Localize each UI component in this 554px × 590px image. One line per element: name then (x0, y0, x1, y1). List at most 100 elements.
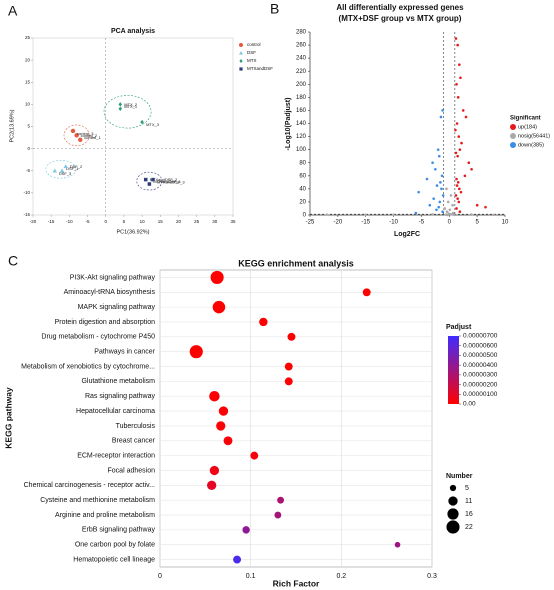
x-tick-label: 0.1 (246, 573, 256, 580)
legend-swatch (448, 496, 458, 506)
color-tick-label: 0.00000400 (463, 362, 498, 369)
bubble (284, 362, 293, 371)
point (455, 82, 458, 86)
legend-label: DSF (247, 50, 256, 55)
x-tick-label: 10 (502, 220, 509, 226)
point-label: control_3 (77, 131, 94, 136)
color-tick-label: 0.00000200 (463, 381, 498, 388)
point (449, 213, 452, 216)
bubble (250, 451, 259, 460)
bubble (394, 541, 401, 548)
point-label: MTX_1 (124, 104, 138, 109)
y-tick-label: 25 (25, 35, 31, 40)
point (470, 167, 473, 171)
legend-swatch (510, 133, 516, 139)
bubble (362, 288, 371, 297)
point (417, 190, 420, 194)
y-axis-label: -Log10(Padjust) (285, 98, 292, 151)
point (456, 181, 460, 184)
panel-label: A (8, 3, 18, 19)
y-tick-label: -5 (26, 168, 30, 173)
x-tick-label: -15 (48, 219, 55, 224)
point (436, 148, 440, 151)
y-tick-label: 200 (296, 82, 307, 88)
y-tick-label: Metabolism of xenobiotics by cytochrome.… (21, 363, 155, 370)
x-tick-label: 15 (158, 219, 164, 224)
x-tick-label: 5 (123, 219, 126, 224)
color-tick-label: 0.00000100 (463, 391, 498, 398)
bubble (209, 390, 220, 402)
point (461, 109, 465, 112)
x-tick-label: 25 (194, 219, 200, 224)
point (458, 148, 462, 151)
point (467, 161, 471, 165)
point (147, 182, 152, 186)
point (78, 137, 83, 142)
y-tick-label: Cysteine and methionine metabolism (40, 497, 155, 504)
legend-swatch (239, 51, 243, 55)
point (459, 76, 462, 80)
y-tick-label: 15 (25, 79, 31, 84)
point (441, 194, 445, 197)
point (456, 43, 459, 47)
point (437, 154, 441, 158)
point (438, 200, 442, 204)
chart-subtitle: (MTX+DSF group vs MTX group) (339, 14, 462, 23)
bubble (233, 555, 242, 564)
y-tick-label: Arginine and proline metabolism (55, 512, 155, 519)
chart-title: PCA analysis (111, 28, 155, 35)
point (63, 164, 68, 169)
point (455, 207, 458, 210)
point-label: DSF_3 (59, 171, 72, 176)
plot-frame (159, 269, 433, 568)
y-tick-label: One carbon pool by folate (75, 542, 155, 549)
y-tick-label: 240 (296, 56, 307, 62)
point (443, 207, 447, 210)
legend-label: down(385) (518, 142, 544, 148)
point (151, 177, 155, 182)
point (484, 205, 487, 209)
legend-label: 22 (465, 524, 473, 531)
point (460, 141, 463, 145)
point (432, 197, 435, 200)
y-tick-label: Tuberculosis (116, 423, 156, 430)
group-ellipse (136, 171, 163, 191)
point (431, 213, 434, 216)
group-ellipse (63, 124, 90, 147)
y-tick-label: MAPK signaling pathway (78, 304, 156, 311)
y-tick-label: 20 (299, 200, 306, 206)
point (435, 184, 439, 187)
point (118, 102, 123, 107)
point-label: MTX_2 (124, 102, 138, 107)
point (454, 128, 457, 132)
bubble (216, 421, 226, 431)
point (464, 115, 468, 119)
legend-title: Number (446, 473, 473, 480)
bubble (209, 465, 220, 476)
color-tick-label: 0.00000300 (463, 372, 498, 379)
legend-label: 16 (465, 511, 473, 518)
point (435, 208, 438, 212)
bubble (223, 436, 233, 446)
y-tick-label: 100 (296, 147, 307, 153)
point (455, 184, 459, 187)
point (414, 211, 418, 215)
y-tick-label: 10 (25, 102, 31, 107)
y-tick-label: -10 (23, 190, 30, 195)
point-label: DSF_1 (66, 166, 79, 171)
point (434, 167, 437, 171)
point (492, 213, 496, 217)
x-tick-label: -20 (30, 219, 37, 224)
legend-label: nosig(56441) (518, 133, 550, 139)
y-tick-label: 280 (296, 30, 307, 36)
point (439, 115, 443, 119)
point-label: MTXandDSF_3 (157, 180, 185, 185)
y-tick-label: 60 (299, 173, 306, 179)
chart-title: All differentially expressed genes (336, 3, 464, 12)
point (459, 190, 463, 194)
legend-swatch (510, 142, 516, 148)
bubble (207, 480, 217, 490)
point (441, 210, 444, 214)
point (140, 119, 144, 125)
point (446, 213, 449, 217)
